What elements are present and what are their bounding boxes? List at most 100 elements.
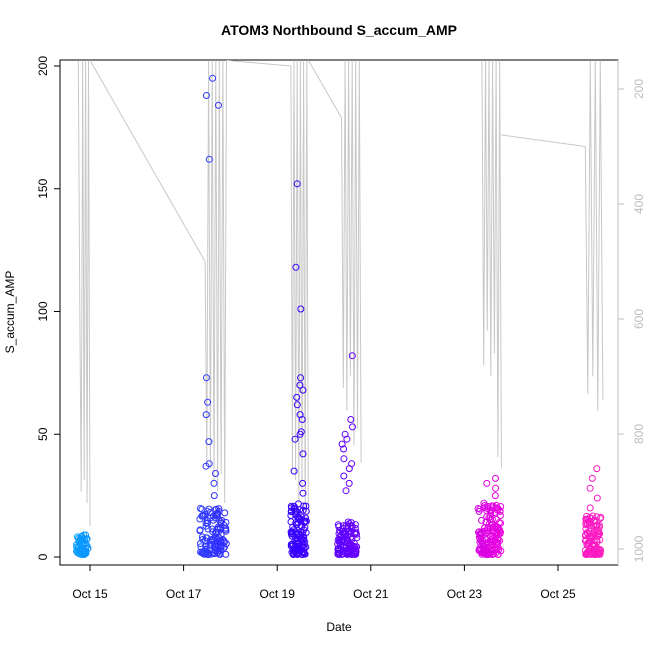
data-point-694 [589,512,597,520]
data-point-281 [301,524,309,532]
data-point-177 [207,514,214,522]
data-point-669 [582,525,590,533]
data-point-697 [586,504,594,512]
data-point-435 [340,455,348,463]
data-point-176 [196,515,204,523]
data-point-438 [343,435,351,443]
data-point-409 [342,529,350,537]
data-point-695 [587,549,595,557]
data-point-317 [297,305,305,313]
data-point-679 [593,528,601,536]
data-point-554 [493,523,500,531]
data-point-311 [296,411,304,419]
y-right-tick-label-0: 200 [632,79,646,99]
data-point-414 [336,527,344,535]
data-point-387 [335,523,343,531]
depth-line-segment-2 [204,60,227,504]
data-point-312 [293,401,301,409]
data-point-677 [597,513,605,521]
data-point-186 [202,411,210,419]
depth-line-series [77,60,604,527]
data-point-581 [494,505,502,513]
data-point-577 [483,502,491,510]
data-point-429 [338,536,346,544]
data-point-417 [339,522,347,530]
data-point-542 [476,545,484,553]
depth-line-segment-4 [290,60,309,527]
data-point-436 [340,445,348,453]
points-series [73,74,605,558]
data-point-571 [494,531,502,539]
data-point-188 [202,374,210,382]
data-point-299 [302,507,310,515]
data-point-582 [476,530,484,538]
data-point-306 [299,450,307,458]
data-point-178 [213,545,221,553]
data-point-181 [210,479,218,487]
y-right-tick-label-2: 600 [632,309,646,329]
data-point-437 [338,440,346,448]
data-point-580 [484,548,492,556]
data-point-303 [299,489,307,497]
data-point-190 [215,101,222,109]
depth-line-segment-7 [481,60,502,469]
data-point-280 [300,544,308,552]
data-point-547 [486,550,494,558]
data-point-301 [297,535,305,543]
data-point-179 [199,550,207,558]
data-point-192 [209,74,217,82]
data-point-172 [212,505,220,513]
data-point-550 [497,519,505,527]
data-point-302 [294,500,302,508]
y-axis-label: S_accum_AMP [3,271,17,354]
data-point-148 [214,509,221,517]
data-point-152 [210,535,218,543]
depth-line-segment-0 [77,60,91,527]
data-point-284 [302,517,310,525]
data-point-315 [296,381,304,389]
data-point-151 [208,525,216,533]
data-point-158 [198,505,206,513]
data-point-440 [349,423,356,431]
data-point-540 [489,524,497,531]
depth-line-segment-5 [307,60,342,119]
data-point-149 [206,537,214,544]
data-point-153 [214,523,222,531]
data-point-293 [291,504,299,512]
data-point-44 [80,546,88,554]
data-point-170 [207,550,215,558]
data-point-428 [339,529,347,537]
data-point-562 [492,537,499,544]
data-point-106 [196,540,204,548]
data-point-137 [202,519,210,527]
data-point-682 [590,548,598,556]
data-point-422 [344,546,352,554]
data-point-47 [84,544,92,552]
data-point-570 [485,514,493,522]
data-point-307 [291,435,299,443]
data-point-162 [222,527,230,535]
data-point-526 [484,528,492,536]
y-right-tick-label-3: 800 [632,424,646,444]
data-point-432 [340,472,348,480]
depth-line-segment-6 [341,60,362,463]
data-point-97 [199,536,207,543]
data-point-187 [204,398,212,406]
data-point-59 [82,531,90,539]
data-point-313 [293,393,301,401]
data-point-57 [73,547,80,555]
data-point-295 [289,523,297,531]
data-point-691 [586,532,594,540]
data-point-53 [78,537,86,545]
depth-line-segment-3 [226,60,291,67]
data-point-586 [492,474,499,482]
data-point-161 [215,516,223,524]
data-point-425 [347,522,355,530]
data-point-670 [596,536,604,544]
data-point-319 [293,180,301,188]
data-point-305 [290,467,298,475]
data-point-255 [287,512,295,519]
data-point-431 [345,479,353,487]
data-point-283 [287,508,295,516]
data-point-168 [199,548,206,556]
